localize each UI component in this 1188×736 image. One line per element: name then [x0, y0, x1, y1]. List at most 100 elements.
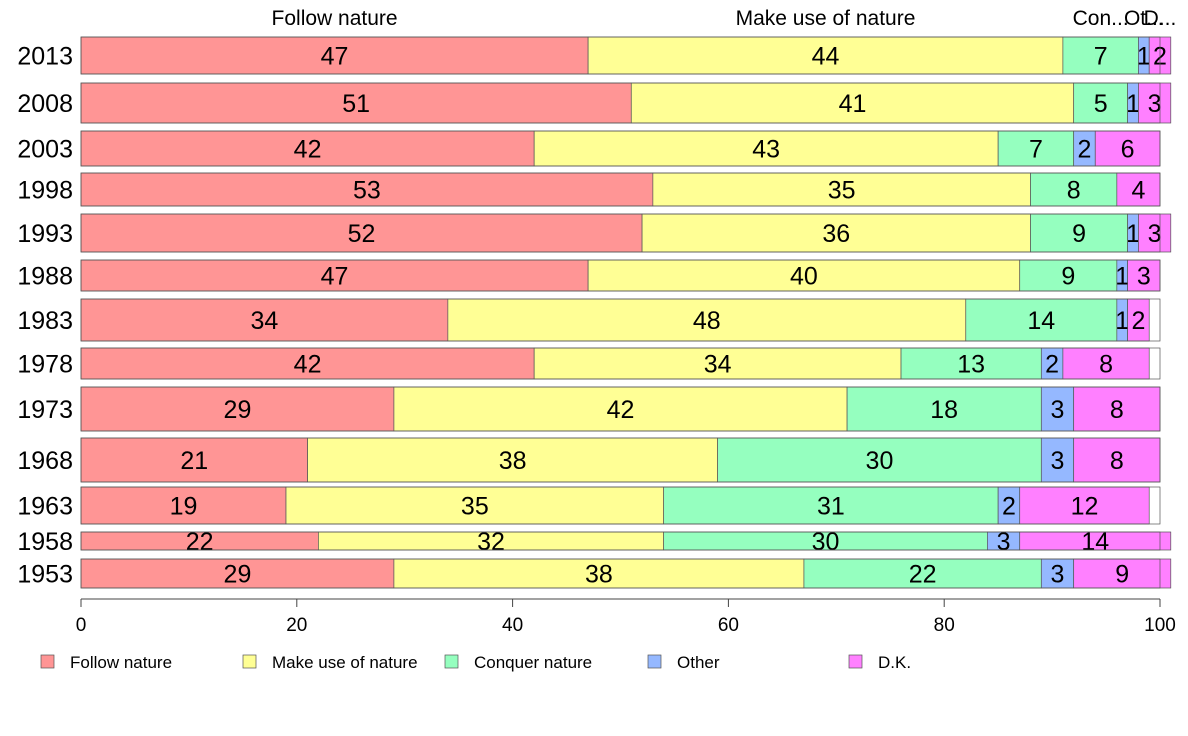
segment-value-label: 8 [1099, 351, 1113, 379]
segment-value-label: 5 [1094, 90, 1108, 118]
x-tick-label: 0 [76, 615, 87, 636]
series-header-label: Make use of nature [736, 7, 916, 30]
legend-swatch [848, 654, 863, 669]
legend-label: Conquer nature [474, 653, 592, 672]
x-tick-label: 20 [286, 615, 307, 636]
segment-value-label: 52 [348, 220, 376, 248]
segment-value-label: 38 [499, 447, 527, 475]
segment-value-label: 1 [1137, 43, 1151, 71]
bar-segment [80, 558, 395, 589]
bar-outline [80, 531, 1161, 551]
segment-value-label: 3 [1148, 90, 1162, 118]
x-tick-label: 60 [718, 615, 739, 636]
series-header-label: D... [1144, 7, 1177, 30]
segment-value-label: 1 [1115, 307, 1129, 335]
category-label: 1988 [17, 263, 73, 291]
segment-value-label: 36 [822, 220, 850, 248]
series-header-label: Ot... [1124, 7, 1164, 30]
bar-row-1963: 19 35 31 2 12 [80, 486, 1161, 525]
bar-segment [1019, 486, 1150, 525]
segment-value-label: 14 [1081, 528, 1109, 556]
x-tick-label: 40 [502, 615, 523, 636]
category-label: 1953 [17, 561, 73, 589]
bar-outline [80, 386, 1161, 432]
segment-value-label: 9 [1061, 263, 1075, 291]
bar-row-1968: 21 38 30 3 8 [80, 437, 1161, 483]
bar-segment [900, 347, 1042, 380]
segment-value-label: 44 [812, 43, 840, 71]
bar-segment [641, 213, 1031, 253]
segment-value-label: 9 [1115, 561, 1129, 589]
segment-value-label: 38 [585, 561, 613, 589]
segment-value-label: 47 [321, 43, 349, 71]
bar-outline [80, 298, 1161, 342]
segment-value-label: 21 [180, 447, 208, 475]
category-label: 2003 [17, 136, 73, 164]
bar-segment [1073, 82, 1128, 124]
bar-outline [80, 259, 1161, 292]
legend-item: D.K. [848, 653, 911, 672]
bar-row-2003: 42 43 7 2 6 [80, 130, 1161, 167]
segment-value-label: 41 [839, 90, 867, 118]
bar-segment [1040, 558, 1075, 589]
category-label: 1978 [17, 351, 73, 379]
segment-value-label: 53 [353, 177, 381, 205]
bar-segment [533, 347, 902, 380]
segment-value-label: 22 [186, 528, 214, 556]
segment-value-label: 13 [957, 351, 985, 379]
bar-row-2008: 51 41 5 1 3 [80, 82, 1172, 124]
bar-row-2013: 47 44 7 1 2 [80, 36, 1172, 75]
bar-outline [80, 172, 1161, 207]
category-label: 1998 [17, 177, 73, 205]
segment-value-label: 19 [170, 493, 198, 521]
bar-row-1953: 29 38 22 3 9 [80, 558, 1172, 589]
category-label: 1968 [17, 447, 73, 475]
bar-segment [652, 172, 1031, 207]
bar-segment [1094, 130, 1161, 167]
segment-value-label: 43 [752, 136, 780, 164]
bar-segment [1116, 172, 1161, 207]
segment-value-label: 3 [1137, 263, 1151, 291]
bar-segment [1073, 558, 1172, 589]
bar-row-1988: 47 40 9 1 3 [80, 259, 1161, 292]
bar-segment [80, 437, 308, 483]
series-header-label: Con... [1073, 7, 1129, 30]
legend-item: Conquer nature [444, 653, 592, 672]
segment-value-label: 9 [1072, 220, 1086, 248]
segment-value-label: 7 [1029, 136, 1043, 164]
segment-value-label: 3 [1051, 447, 1065, 475]
bar-outline [80, 82, 1161, 124]
category-label: 1983 [17, 307, 73, 335]
legend-label: D.K. [878, 653, 911, 672]
segment-value-label: 35 [461, 493, 489, 521]
segment-value-label: 1 [1115, 263, 1129, 291]
segment-value-label: 2 [1078, 136, 1092, 164]
bar-segment [80, 213, 643, 253]
segment-value-label: 34 [251, 307, 279, 335]
bar-row-1983: 34 48 14 1 2 [80, 298, 1161, 342]
segment-value-label: 42 [607, 396, 635, 424]
bar-segment [803, 558, 1042, 589]
segment-value-label: 31 [817, 493, 845, 521]
bar-segment [1019, 259, 1118, 292]
legend-label: Other [677, 653, 720, 672]
bar-segment [1127, 259, 1161, 292]
segment-value-label: 14 [1027, 307, 1055, 335]
segment-value-label: 4 [1131, 177, 1145, 205]
bar-segment [80, 298, 449, 342]
bar-segment [393, 386, 848, 432]
segment-value-label: 3 [1148, 220, 1162, 248]
legend-item: Other [647, 653, 720, 672]
bars: 47 44 7 1 251 41 5 1 342 43 7 2 653 35 8 452 36 9 1 347 40 9 1… [80, 36, 1172, 589]
segment-value-label: 6 [1121, 136, 1135, 164]
year-labels: 2013 2008 2003 1998 1993 1988 1983 1978 1973 1968… [17, 43, 73, 589]
bar-row-1993: 52 36 9 1 3 [80, 213, 1172, 253]
segment-value-label: 30 [812, 528, 840, 556]
legend-label: Make use of nature [272, 653, 418, 672]
x-tick-label: 80 [934, 615, 955, 636]
segment-value-label: 48 [693, 307, 721, 335]
category-label: 1963 [17, 493, 73, 521]
bar-row-1958: 22 32 30 3 14 [80, 528, 1172, 556]
segment-value-label: 22 [909, 561, 937, 589]
legend-item: Follow nature [40, 653, 172, 672]
